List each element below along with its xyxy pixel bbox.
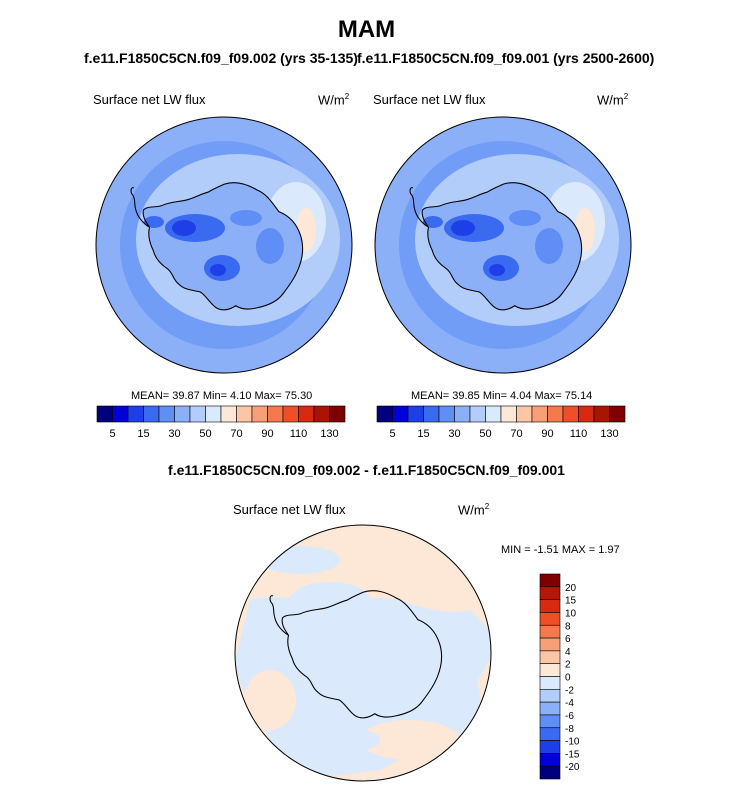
colorbar-swatch (539, 599, 561, 613)
colorbar-tick-label: 5 (389, 428, 395, 440)
diff-stats: MIN = -1.51 MAX = 1.97 (501, 544, 620, 556)
colorbar-swatch (485, 405, 502, 423)
colorbar-swatch (251, 405, 268, 423)
colorbar-tick-label: 50 (199, 428, 211, 440)
colorbar-tick-label: 20 (565, 583, 577, 594)
colorbar-tick-label: 50 (479, 428, 491, 440)
colorbar-swatch (516, 405, 533, 423)
season-title: MAM (337, 16, 396, 43)
colorbar-swatch (539, 624, 561, 639)
colorbar-swatch (112, 405, 129, 423)
left-map (95, 116, 353, 374)
colorbar-tick-label: 5 (109, 428, 115, 440)
colorbar-tick-label: -20 (565, 762, 580, 773)
colorbar-tick-label: 2 (565, 660, 571, 671)
colorbar-swatch (205, 405, 222, 423)
colorbar-swatch (539, 650, 561, 664)
difference-title: f.e11.F1850C5CN.f09_f09.002 - f.e11.F185… (168, 462, 565, 478)
colorbar-tick-label: 90 (541, 428, 553, 440)
right-map (374, 116, 632, 374)
colorbar-tick-label: 90 (261, 428, 273, 440)
left-stats: MEAN= 39.87 Min= 4.10 Max= 75.30 (131, 390, 313, 402)
diff-variable-label: Surface net LW flux (233, 502, 346, 517)
colorbar-swatch (593, 405, 610, 423)
colorbar-swatch (376, 405, 393, 423)
colorbar-swatch (539, 663, 561, 677)
colorbar-swatch (438, 405, 455, 423)
colorbar-swatch (313, 405, 330, 423)
diff-units-label: W/m2 (458, 502, 490, 518)
colorbar-swatch (539, 689, 561, 703)
left-colorbar: 5 15 30 50 70 90 110 130 (96, 405, 346, 440)
colorbar-swatch (423, 405, 440, 423)
colorbar-swatch (539, 676, 561, 690)
colorbar-swatch (539, 586, 561, 600)
colorbar-swatch (562, 405, 579, 423)
colorbar-swatch (236, 405, 253, 423)
colorbar-swatch (547, 405, 564, 423)
colorbar-tick-label: -2 (565, 685, 574, 696)
colorbar-swatch (500, 405, 517, 423)
colorbar-swatch (609, 405, 626, 423)
colorbar-swatch (282, 405, 299, 423)
colorbar-swatch (127, 405, 144, 423)
right-variable-label: Surface net LW flux (373, 92, 486, 107)
colorbar-swatch (392, 405, 409, 423)
colorbar-swatch (454, 405, 471, 423)
colorbar-tick-label: 130 (320, 428, 338, 440)
colorbar-swatch (469, 405, 486, 423)
colorbar-swatch (158, 405, 175, 423)
difference-map (234, 524, 492, 782)
colorbar-tick-label: -4 (565, 698, 574, 709)
colorbar-tick-label: 10 (565, 608, 577, 619)
colorbar-swatch (174, 405, 191, 423)
colorbar-swatch (539, 612, 561, 626)
colorbar-swatch (539, 727, 561, 741)
colorbar-tick-label: 30 (448, 428, 460, 440)
colorbar-tick-label: 30 (168, 428, 180, 440)
colorbar-swatch (539, 714, 561, 729)
colorbar-tick-label: 8 (565, 621, 571, 632)
colorbar-tick-label: 110 (290, 428, 308, 440)
left-run-title: f.e11.F1850C5CN.f09_f09.002 (yrs 35-135) (84, 50, 358, 66)
colorbar-swatch (329, 405, 346, 423)
colorbar-swatch (531, 405, 548, 423)
colorbar-swatch (143, 405, 160, 423)
colorbar-tick-label: -15 (565, 749, 580, 760)
colorbar-tick-label: 4 (565, 647, 571, 658)
colorbar-swatch (407, 405, 424, 423)
colorbar-tick-label: -10 (565, 737, 580, 748)
colorbar-tick-label: 15 (565, 596, 577, 607)
left-variable-label: Surface net LW flux (93, 92, 206, 107)
colorbar-swatch (96, 405, 113, 423)
colorbar-swatch (539, 765, 561, 780)
colorbar-tick-label: 0 (565, 673, 571, 684)
right-units-label: W/m2 (597, 92, 629, 108)
colorbar-swatch (539, 740, 561, 754)
colorbar-tick-label: 6 (565, 634, 571, 645)
colorbar-tick-label: 130 (600, 428, 618, 440)
colorbar-swatch (267, 405, 284, 423)
left-units-label: W/m2 (318, 92, 350, 108)
colorbar-swatch (539, 753, 561, 767)
colorbar-swatch (220, 405, 237, 423)
colorbar-swatch (539, 701, 561, 716)
right-run-title: f.e11.F1850C5CN.f09_f09.001 (yrs 2500-26… (357, 50, 655, 66)
colorbar-tick-label: -6 (565, 711, 574, 722)
colorbar-tick-label: 70 (230, 428, 242, 440)
colorbar-swatch (578, 405, 595, 423)
colorbar-swatch (539, 573, 561, 588)
right-stats: MEAN= 39.85 Min= 4.04 Max= 75.14 (411, 390, 593, 402)
colorbar-swatch (539, 637, 561, 652)
colorbar-swatch (189, 405, 206, 423)
right-colorbar: 5 15 30 50 70 90 110 130 (376, 405, 626, 440)
colorbar-tick-label: 110 (570, 428, 588, 440)
colorbar-swatch (298, 405, 315, 423)
colorbar-tick-label: 15 (137, 428, 149, 440)
colorbar-tick-label: 70 (510, 428, 522, 440)
colorbar-tick-label: -8 (565, 724, 574, 735)
colorbar-tick-label: 15 (417, 428, 429, 440)
